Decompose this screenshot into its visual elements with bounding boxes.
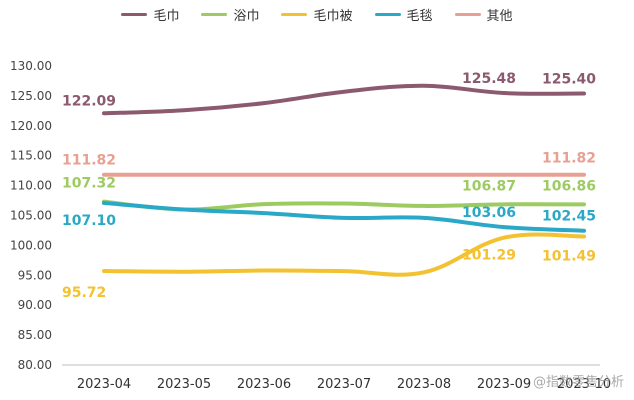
series-line bbox=[102, 83, 586, 116]
y-tick-label: 125.00 bbox=[10, 89, 52, 103]
y-tick-label: 85.00 bbox=[18, 328, 52, 342]
series-line bbox=[102, 200, 586, 233]
legend-item[interactable]: 毛巾 bbox=[121, 5, 179, 24]
data-label: 125.40 bbox=[542, 72, 596, 88]
y-axis: 80.00 85.00 90.00 95.00 100.00 105.00 110.00 11… bbox=[10, 59, 52, 372]
y-tick-label: 90.00 bbox=[18, 298, 52, 312]
y-tick-label: 105.00 bbox=[10, 209, 52, 223]
watermark: @指数零售分析 bbox=[532, 375, 624, 390]
legend-label: 毛毯 bbox=[406, 8, 433, 24]
data-label: 106.87 bbox=[462, 178, 516, 194]
data-label: 107.32 bbox=[62, 176, 116, 192]
data-label: 103.06 bbox=[462, 205, 516, 221]
legend-label: 其他 bbox=[486, 8, 513, 24]
data-label: 106.86 bbox=[542, 178, 596, 194]
x-tick-label: 2023-05 bbox=[157, 377, 211, 392]
y-tick-label: 115.00 bbox=[10, 149, 52, 163]
y-tick-label: 130.00 bbox=[10, 59, 52, 73]
y-tick-label: 120.00 bbox=[10, 119, 52, 133]
data-label: 101.29 bbox=[462, 248, 516, 264]
data-labels: 122.09 125.48 125.40 107.32 106.87 106.86 95.7… bbox=[62, 71, 596, 301]
data-label: 102.45 bbox=[542, 209, 596, 225]
data-label: 111.82 bbox=[62, 153, 116, 169]
legend-label: 毛巾被 bbox=[313, 8, 353, 24]
legend-item[interactable]: 毛毯 bbox=[374, 5, 433, 24]
legend-item[interactable]: 毛巾被 bbox=[281, 5, 353, 24]
data-label: 101.49 bbox=[542, 248, 596, 264]
y-tick-label: 80.00 bbox=[18, 358, 52, 372]
data-label: 125.48 bbox=[462, 71, 516, 87]
chart-legend: 毛巾 浴巾 毛巾被 毛毯 其他 bbox=[0, 4, 634, 24]
series-lines bbox=[102, 83, 586, 277]
legend-item[interactable]: 其他 bbox=[454, 5, 513, 24]
legend-swatch bbox=[121, 12, 148, 16]
data-label: 95.72 bbox=[62, 285, 106, 301]
legend-swatch bbox=[201, 12, 228, 16]
x-tick-label: 2023-09 bbox=[477, 377, 531, 392]
legend-label: 浴巾 bbox=[233, 8, 260, 24]
data-label: 111.82 bbox=[542, 151, 596, 167]
data-label: 107.10 bbox=[62, 213, 116, 229]
series-line bbox=[102, 232, 586, 277]
x-tick-label: 2023-07 bbox=[317, 377, 371, 392]
data-label: 122.09 bbox=[62, 93, 116, 109]
x-tick-label: 2023-08 bbox=[397, 377, 451, 392]
y-tick-label: 100.00 bbox=[10, 238, 52, 252]
legend-item[interactable]: 浴巾 bbox=[201, 5, 259, 24]
x-tick-label: 2023-10 bbox=[557, 377, 611, 392]
legend-swatch bbox=[374, 12, 401, 16]
legend-swatch bbox=[454, 12, 481, 16]
x-axis: 2023-04 2023-05 2023-06 2023-07 2023-08 2023-… bbox=[62, 364, 611, 392]
legend-label: 毛巾 bbox=[153, 8, 180, 24]
y-tick-label: 110.00 bbox=[10, 179, 52, 193]
legend-swatch bbox=[281, 12, 308, 16]
x-tick-label: 2023-04 bbox=[77, 377, 131, 392]
x-tick-label: 2023-06 bbox=[237, 377, 291, 392]
y-tick-label: 95.00 bbox=[18, 268, 52, 282]
